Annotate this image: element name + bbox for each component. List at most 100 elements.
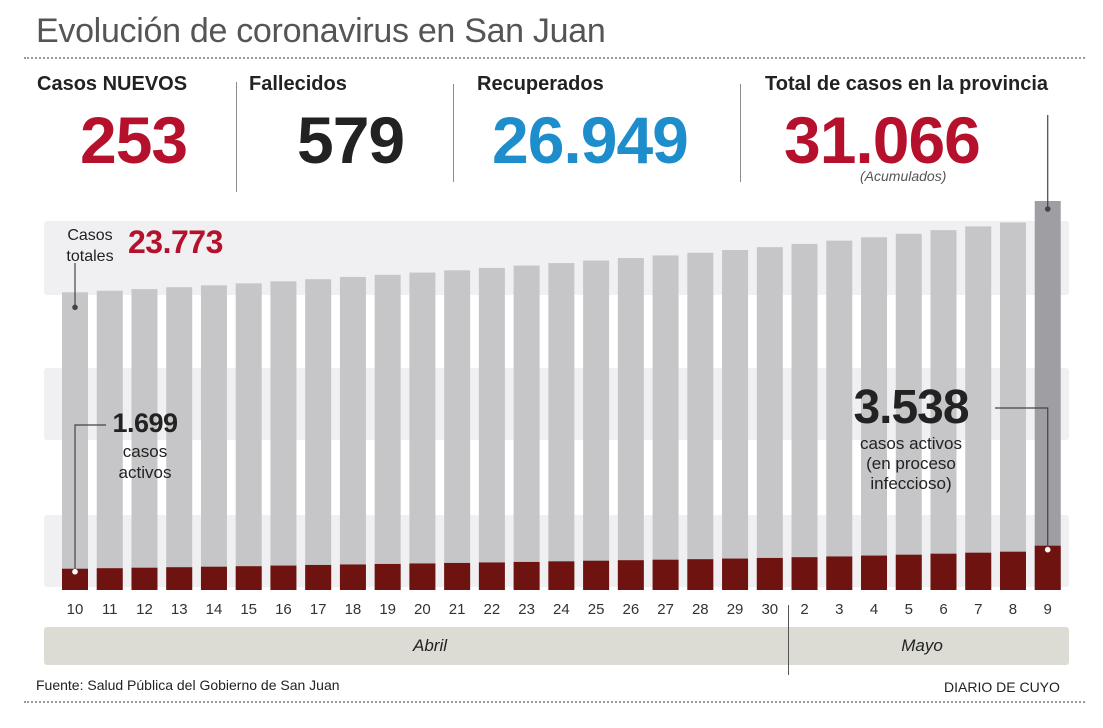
bar-active-25 — [583, 560, 610, 590]
start-active-value: 1.699 — [112, 408, 178, 438]
start-active-label: casos activos — [118, 442, 172, 482]
new-cases-label: Casos NUEVOS — [37, 73, 188, 95]
total-cases-label: Total de casos en la provincia — [765, 73, 1049, 95]
leader-dot-start-total — [72, 304, 78, 311]
month-label-abril: Abril — [412, 636, 447, 655]
x-tick-label: 10 — [67, 601, 84, 618]
bar-total-22 — [478, 267, 505, 590]
x-tick-label: 13 — [171, 601, 188, 618]
stats-separator-2 — [453, 84, 454, 182]
x-tick-label: 30 — [761, 601, 778, 618]
leader-dot-end-total — [1044, 206, 1051, 212]
x-tick-label: 26 — [622, 601, 639, 618]
bar-total-7 — [965, 226, 992, 590]
x-tick-label: 27 — [657, 601, 674, 618]
x-tick-label: 12 — [136, 601, 153, 618]
bar-active-4 — [861, 555, 888, 590]
new-cases-value: 253 — [80, 103, 188, 177]
chart-title: Evolución de coronavirus en San Juan — [36, 12, 606, 50]
bar-active-2 — [791, 557, 818, 590]
bar-total-12 — [131, 289, 158, 590]
month-label-mayo: Mayo — [901, 636, 943, 655]
bar-active-24 — [548, 561, 575, 590]
total-cases-value: 31.066 — [784, 103, 981, 177]
bar-total-2 — [791, 243, 818, 590]
bar-total-20 — [409, 272, 436, 590]
top-divider — [24, 57, 1085, 59]
x-tick-label: 22 — [484, 601, 501, 618]
bar-active-19 — [374, 563, 401, 590]
bar-total-26 — [617, 258, 644, 590]
bar-active-28 — [687, 559, 714, 590]
bar-active-20 — [409, 563, 436, 590]
bar-total-21 — [444, 270, 471, 590]
bar-active-9 — [1034, 545, 1061, 590]
x-tick-label: 4 — [870, 601, 878, 618]
x-tick-label: 3 — [835, 601, 843, 618]
bar-total-13 — [166, 287, 193, 590]
x-tick-label: 25 — [588, 601, 605, 618]
bar-total-15 — [235, 283, 262, 590]
leader-end-active — [995, 407, 1049, 550]
x-tick-label: 23 — [518, 601, 535, 618]
bar-total-27 — [652, 255, 679, 590]
deaths-value: 579 — [297, 103, 405, 177]
bar-active-16 — [270, 565, 297, 590]
leader-dot-start-active — [72, 568, 78, 575]
bar-total-14 — [200, 285, 227, 590]
x-tick-label: 7 — [974, 601, 982, 618]
bottom-divider — [24, 701, 1085, 703]
stats-separator-3 — [740, 84, 741, 182]
bar-active-14 — [200, 566, 227, 590]
x-tick-label: 14 — [206, 601, 223, 618]
bar-active-30 — [756, 557, 783, 590]
deaths-label: Fallecidos — [249, 73, 347, 95]
x-tick-label: 6 — [939, 601, 947, 618]
x-tick-label: 11 — [102, 601, 118, 618]
x-tick-label: 29 — [727, 601, 744, 618]
source-note: Fuente: Salud Pública del Gobierno de Sa… — [36, 677, 340, 693]
bar-active-5 — [895, 554, 922, 590]
bar-active-13 — [166, 567, 193, 590]
end-active-label: casos activos (en proceso infeccioso) — [859, 434, 963, 493]
start-total-label: Casos totales — [66, 227, 114, 265]
brand-label: DIARIO DE CUYO — [944, 679, 1060, 695]
x-tick-label: 28 — [692, 601, 709, 618]
bar-active-15 — [235, 566, 262, 590]
end-active-value: 3.538 — [853, 381, 969, 434]
bar-active-6 — [930, 553, 957, 590]
bar-total-3 — [826, 240, 853, 590]
bar-total-11 — [96, 290, 123, 590]
total-cases-note: (Acumulados) — [860, 168, 947, 184]
x-tick-label: 9 — [1044, 601, 1052, 618]
bar-total-18 — [339, 276, 366, 590]
bar-total-25 — [583, 260, 610, 590]
bar-total-6 — [930, 230, 957, 590]
start-total-value: 23.773 — [128, 224, 223, 260]
bar-total-30 — [756, 247, 783, 590]
x-tick-label: 19 — [379, 601, 396, 618]
bar-active-26 — [617, 560, 644, 590]
bar-active-27 — [652, 559, 679, 590]
x-tick-label: 20 — [414, 601, 431, 618]
bar-total-23 — [513, 265, 540, 590]
x-tick-label: 21 — [449, 601, 466, 618]
month-bar — [44, 627, 1069, 665]
bar-total-8 — [999, 222, 1026, 590]
bar-total-19 — [374, 274, 401, 590]
bar-active-7 — [965, 552, 992, 590]
x-tick-label: 17 — [310, 601, 327, 618]
bar-active-17 — [305, 564, 332, 590]
x-tick-label: 16 — [275, 601, 292, 618]
bar-total-16 — [270, 281, 297, 590]
recovered-label: Recuperados — [477, 73, 604, 95]
bar-active-10 — [62, 568, 88, 590]
bar-total-17 — [305, 279, 332, 590]
bar-total-4 — [861, 237, 888, 590]
bar-active-12 — [131, 567, 158, 590]
leader-dot-end-active — [1044, 546, 1051, 553]
bar-active-29 — [722, 558, 749, 590]
x-tick-label: 5 — [905, 601, 913, 618]
bar-active-21 — [444, 562, 471, 590]
